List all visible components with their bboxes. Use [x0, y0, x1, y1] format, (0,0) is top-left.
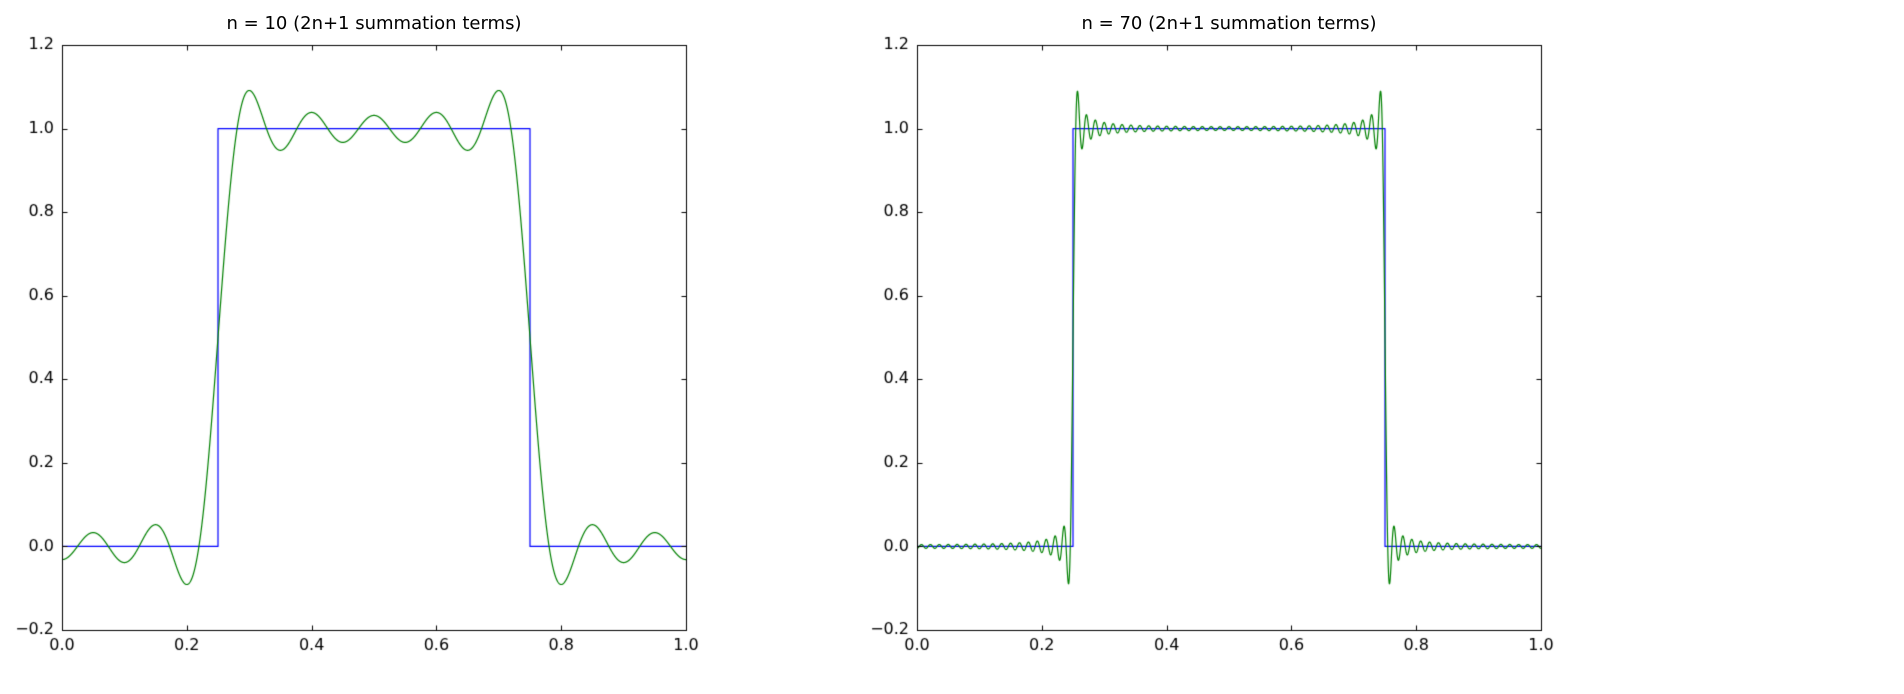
plot-canvas-n70	[800, 0, 1904, 694]
chart-title-n10: n = 10 (2n+1 summation terms)	[226, 13, 522, 34]
chart-title-n70: n = 70 (2n+1 summation terms)	[1081, 13, 1377, 34]
chart-n10: n = 10 (2n+1 summation terms)	[0, 0, 800, 694]
chart-n70: n = 70 (2n+1 summation terms)	[800, 0, 1904, 694]
plot-canvas-n10	[0, 0, 800, 694]
